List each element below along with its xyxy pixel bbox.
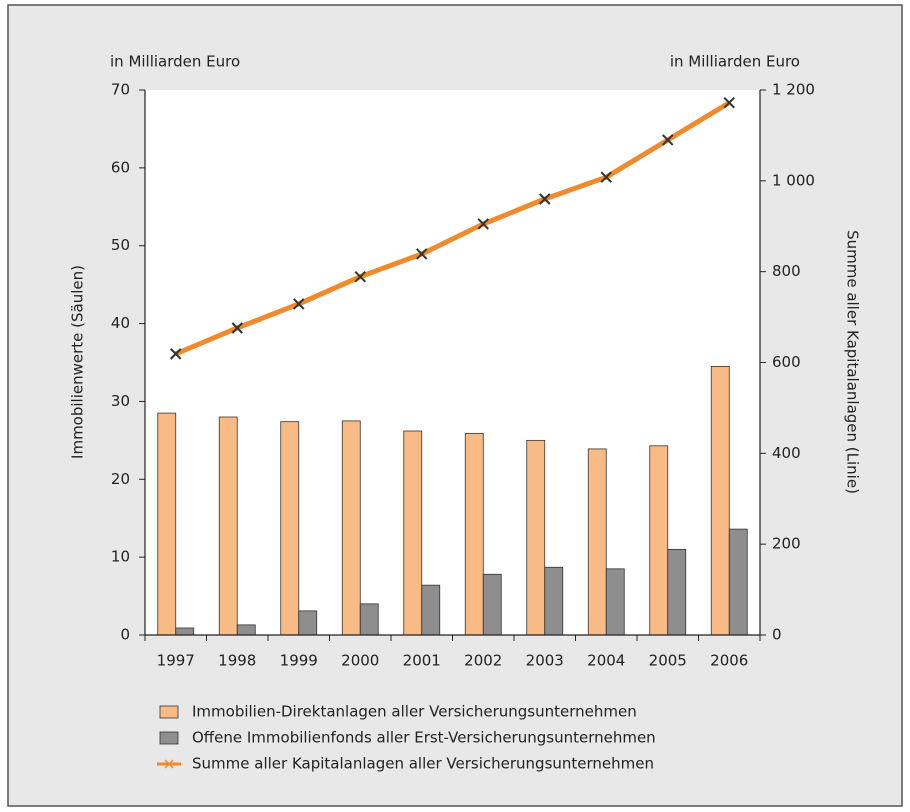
legend-swatch bbox=[159, 705, 179, 719]
bar bbox=[298, 610, 318, 636]
bar bbox=[175, 627, 195, 636]
y-tick-label: 50 bbox=[111, 236, 130, 254]
legend-marker bbox=[164, 759, 174, 769]
bar bbox=[341, 420, 361, 636]
line-marker bbox=[416, 248, 428, 260]
y-tick-label: 20 bbox=[111, 470, 130, 488]
line-marker bbox=[723, 97, 735, 109]
bar bbox=[605, 568, 625, 636]
bar bbox=[544, 566, 564, 636]
legend-swatch bbox=[159, 731, 179, 745]
bar bbox=[359, 603, 379, 636]
x-tick-label: 2002 bbox=[464, 652, 502, 670]
line-marker bbox=[477, 218, 489, 230]
y-tick-label: 0 bbox=[120, 626, 130, 644]
legend-label: Offene Immobilienfonds aller Erst-Versic… bbox=[192, 729, 656, 747]
y-tick-label: 10 bbox=[111, 548, 130, 566]
y-unit: in Milliarden Euro bbox=[110, 53, 240, 71]
line-marker bbox=[170, 348, 182, 360]
y2-tick-label: 1 000 bbox=[772, 171, 815, 189]
y-tick-label: 40 bbox=[111, 314, 130, 332]
bar bbox=[649, 445, 669, 636]
bar bbox=[236, 624, 256, 636]
x-tick-label: 2003 bbox=[526, 652, 564, 670]
x-tick-label: 1998 bbox=[218, 652, 256, 670]
y2-tick-label: 200 bbox=[772, 535, 801, 553]
legend-label: Summe aller Kapitalanlagen aller Versich… bbox=[192, 755, 654, 773]
x-tick-label: 2000 bbox=[341, 652, 379, 670]
y-tick-label: 70 bbox=[111, 81, 130, 99]
x-tick-label: 2005 bbox=[649, 652, 687, 670]
bar bbox=[218, 416, 238, 636]
line bbox=[174, 100, 731, 357]
bar bbox=[710, 365, 730, 636]
line-marker bbox=[539, 193, 551, 205]
y-tick-label: 30 bbox=[111, 392, 130, 410]
x-tick-label: 2006 bbox=[710, 652, 748, 670]
y-tick-label: 60 bbox=[111, 158, 130, 176]
bar bbox=[526, 439, 546, 636]
y-axis-title: Immobilienwerte (Säulen) bbox=[69, 265, 87, 459]
line-marker bbox=[293, 298, 305, 310]
y2-tick-label: 0 bbox=[772, 626, 782, 644]
bar bbox=[587, 448, 607, 636]
line-marker bbox=[662, 134, 674, 146]
line-marker bbox=[354, 270, 366, 283]
x-tick-label: 2001 bbox=[403, 652, 441, 670]
bar bbox=[728, 528, 748, 636]
y2-tick-label: 800 bbox=[772, 262, 801, 280]
x-tick-label: 1997 bbox=[157, 652, 195, 670]
line-marker bbox=[231, 322, 243, 334]
bar bbox=[667, 548, 687, 636]
y2-axis-title: Summe aller Kapitalanlagen (Linie) bbox=[844, 230, 862, 494]
y2-tick-label: 600 bbox=[772, 353, 801, 371]
y2-unit: in Milliarden Euro bbox=[670, 53, 800, 71]
bar bbox=[482, 573, 502, 636]
bar bbox=[280, 421, 300, 636]
y2-tick-label: 400 bbox=[772, 444, 801, 462]
y2-tick-label: 1 200 bbox=[772, 81, 815, 99]
bar bbox=[464, 432, 484, 636]
x-tick-label: 1999 bbox=[280, 652, 318, 670]
legend-label: Immobilien-Direktanlagen aller Versicher… bbox=[192, 703, 637, 721]
bar bbox=[157, 412, 177, 636]
bar bbox=[403, 430, 423, 636]
x-tick-label: 2004 bbox=[587, 652, 625, 670]
line-marker bbox=[600, 171, 612, 183]
bar bbox=[421, 584, 441, 636]
